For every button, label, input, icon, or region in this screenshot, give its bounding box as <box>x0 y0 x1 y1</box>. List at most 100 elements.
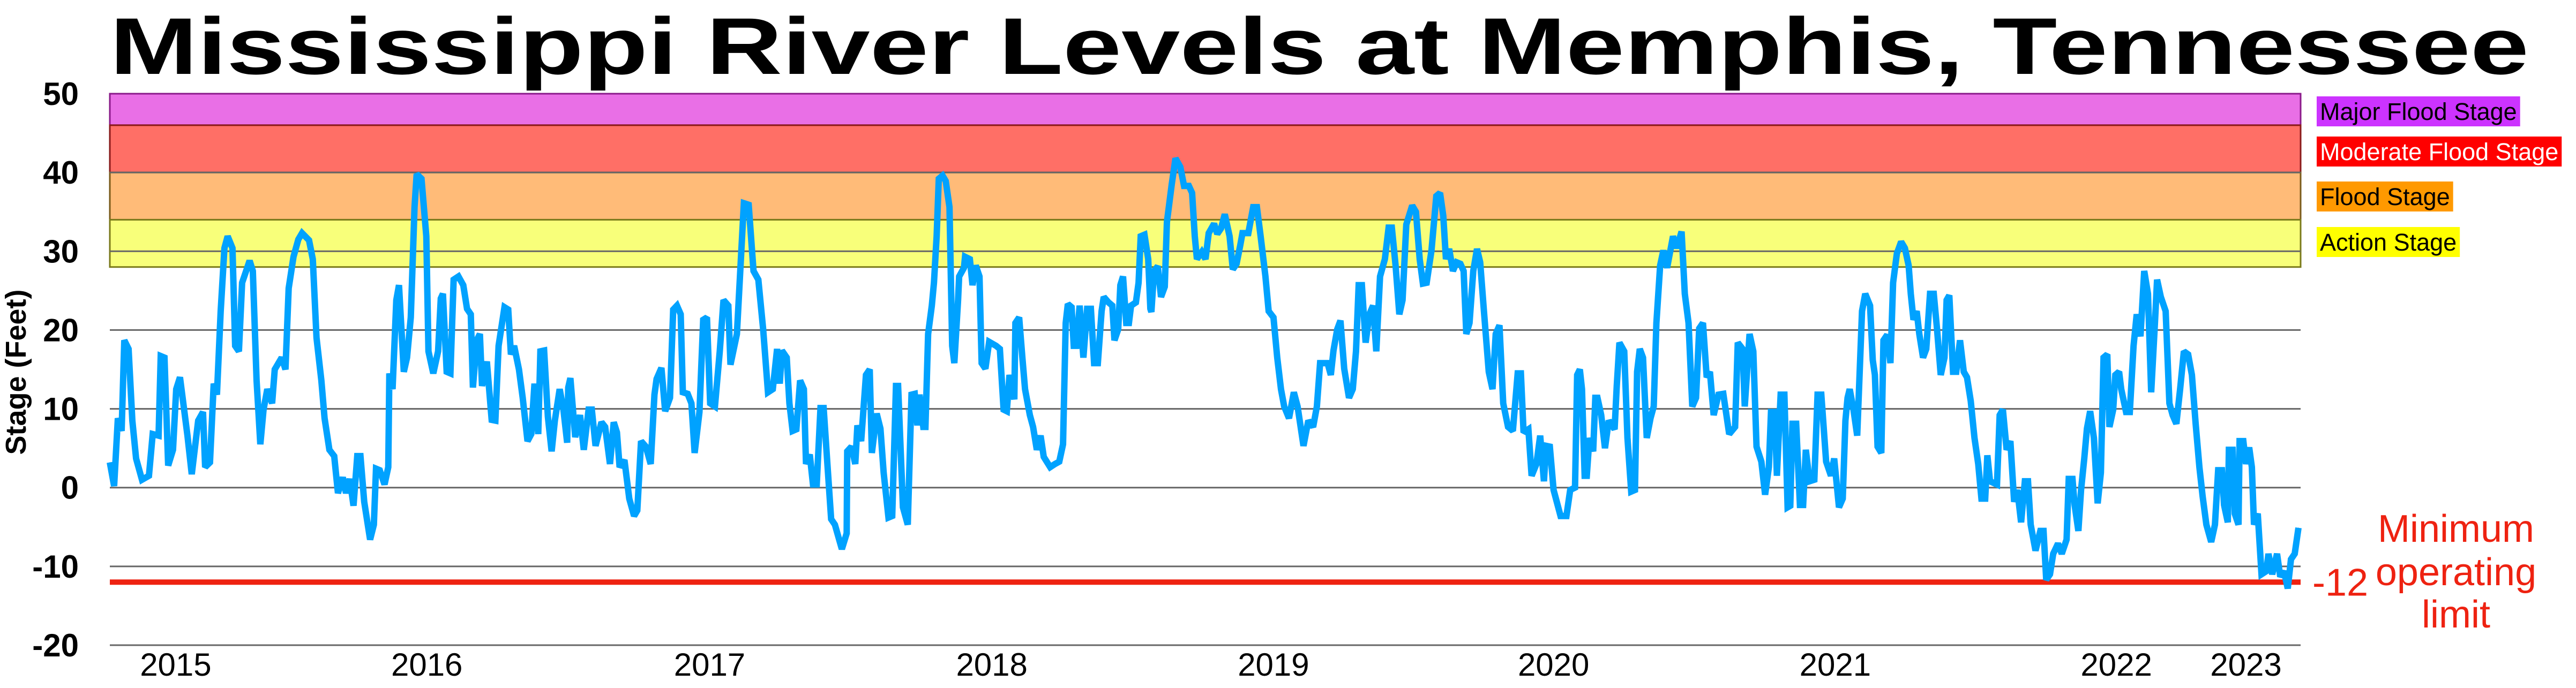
stage-data-point <box>2084 458 2085 459</box>
stage-data-point <box>1148 259 1149 260</box>
stage-data-point <box>2103 357 2104 358</box>
stage-data-point <box>1214 223 1215 224</box>
legend-item-moderate-flood-stage: Moderate Flood Stage <box>2317 137 2562 167</box>
stage-data-point <box>1949 295 1950 296</box>
stage-data-point <box>1681 231 1682 232</box>
stage-data-point <box>498 345 499 346</box>
stage-data-point <box>288 288 289 289</box>
x-tick-label: 2023 <box>2210 647 2281 683</box>
legend-label: Moderate Flood Stage <box>2320 138 2558 165</box>
stage-data-point <box>995 345 997 346</box>
stage-data-point <box>883 472 884 473</box>
stage-data-point <box>2249 447 2250 448</box>
stage-data-point <box>1327 362 1328 364</box>
stage-data-point <box>1333 350 1334 351</box>
minimum-operating-label-line: operating <box>2376 551 2536 594</box>
stage-data-point <box>1856 435 1858 436</box>
stage-data-point <box>1790 505 1791 506</box>
legend-swatch <box>2317 96 2520 126</box>
stage-data-point <box>789 403 790 404</box>
stage-data-point <box>495 420 496 421</box>
stage-data-point <box>847 451 848 452</box>
stage-data-point <box>1130 305 1132 306</box>
x-tick-label: 2017 <box>674 647 745 683</box>
stage-data-point <box>979 276 980 277</box>
stage-data-point <box>1419 259 1420 260</box>
stage-data-point <box>534 383 535 384</box>
x-tick-label: 2015 <box>140 647 211 683</box>
flood-stage-band <box>109 171 2302 221</box>
stage-data-point <box>238 351 239 352</box>
stage-data-point <box>1076 345 1077 346</box>
stage-data-point <box>2298 527 2299 528</box>
stage-data-point <box>2156 279 2158 280</box>
stage-data-point <box>888 517 889 518</box>
stage-data-point <box>209 462 211 463</box>
y-axis-label: Stage (Feet) <box>0 289 32 455</box>
stage-data-point <box>1316 406 1317 407</box>
series-layer <box>107 156 2302 589</box>
stage-data-point <box>2253 524 2255 525</box>
stage-data-point <box>1916 311 1917 312</box>
stage-data-point <box>324 418 325 419</box>
stage-data-point <box>220 311 221 312</box>
stage-data-point <box>1692 406 1693 407</box>
legend-item-action-stage: Action Stage <box>2317 227 2460 257</box>
stage-data-point <box>2169 403 2170 404</box>
stage-data-point <box>428 351 429 352</box>
stage-data-point <box>1787 507 1788 508</box>
stage-data-point <box>281 357 282 358</box>
stage-data-point <box>486 361 488 362</box>
stage-data-point <box>1608 420 1609 421</box>
legend-swatch <box>2317 182 2453 211</box>
stage-data-point <box>2140 336 2141 337</box>
stage-data-point <box>132 420 133 421</box>
stage-data-point <box>1297 406 1298 407</box>
stage-data-point <box>1422 283 1424 284</box>
y-tick-label: 0 <box>61 470 79 506</box>
stage-data-point <box>820 407 821 409</box>
stage-data-point <box>952 345 953 346</box>
stage-data-point <box>1083 357 1084 358</box>
stage-data-point <box>2066 539 2067 540</box>
stage-data-point <box>164 357 165 358</box>
stage-data-point <box>1653 406 1654 407</box>
stage-data-point <box>312 259 313 260</box>
stage-data-point <box>1747 366 1748 367</box>
stage-data-point <box>1650 418 1651 419</box>
stage-data-point <box>384 484 385 485</box>
stage-data-point <box>570 377 571 379</box>
minimum-operating-value-label: -12 <box>2312 561 2368 604</box>
stage-data-point <box>1431 250 1432 251</box>
stage-data-point <box>2206 524 2207 525</box>
stage-data-point <box>373 524 375 525</box>
legend-label: Major Flood Stage <box>2320 98 2517 125</box>
stage-data-point <box>1981 498 1982 499</box>
stage-data-point <box>450 373 451 374</box>
x-tick-label: 2021 <box>1800 647 1871 683</box>
stage-data-point <box>728 305 729 306</box>
minimum-operating-label-line: Minimum <box>2378 508 2534 550</box>
legend-swatch <box>2317 227 2460 257</box>
stage-data-point <box>2218 470 2219 471</box>
x-tick-label: 2016 <box>391 647 462 683</box>
stage-data-point <box>389 373 390 374</box>
legend: Major Flood Stage Moderate Flood Stage Flo… <box>2317 96 2562 257</box>
stage-data-point <box>256 380 257 381</box>
stage-data-point <box>1114 340 1115 341</box>
stage-data-point <box>440 298 441 299</box>
stage-data-point <box>285 369 286 370</box>
stage-data-point <box>1883 340 1884 341</box>
stage-data-point <box>540 351 541 352</box>
stage-data-point <box>1512 430 1514 432</box>
y-tick-label: 30 <box>43 233 79 269</box>
stage-data-point <box>476 340 477 341</box>
stage-data-point <box>249 260 250 261</box>
y-tick-label: 40 <box>43 155 79 191</box>
stage-data-point <box>917 425 918 426</box>
stage-data-point <box>985 368 986 369</box>
stage-data-point <box>1217 233 1218 235</box>
stage-data-point <box>2090 411 2091 412</box>
stage-data-point <box>1220 228 1222 229</box>
y-axis-ticks: 50 40 30 20 10 0 -10 -20 <box>32 76 79 663</box>
